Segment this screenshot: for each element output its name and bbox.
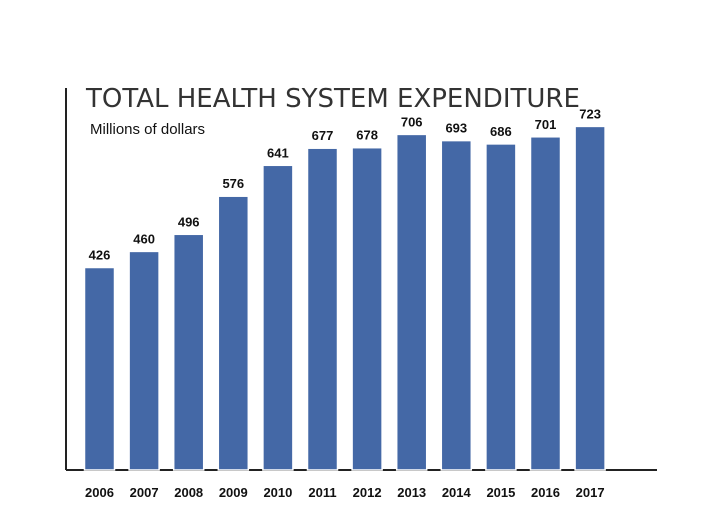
bar-2008: [172, 233, 205, 471]
x-tick-label-2016: 2016: [531, 485, 560, 500]
x-tick-label-2017: 2017: [576, 485, 605, 500]
x-tick-label-2006: 2006: [85, 485, 114, 500]
x-tick-label-2013: 2013: [397, 485, 426, 500]
value-label-2006: 426: [89, 248, 111, 263]
value-label-2014: 693: [445, 121, 467, 136]
x-tick-label-2010: 2010: [263, 485, 292, 500]
value-label-2011: 677: [312, 128, 334, 143]
bar-2007: [128, 250, 160, 471]
value-label-2016: 701: [535, 117, 557, 132]
value-label-2015: 686: [490, 124, 512, 139]
x-tick-label-2015: 2015: [486, 485, 515, 500]
value-label-2010: 641: [267, 145, 289, 160]
value-label-2012: 678: [356, 128, 378, 143]
value-label-2008: 496: [178, 214, 200, 229]
x-tick-label-2012: 2012: [353, 485, 382, 500]
value-label-2013: 706: [401, 114, 423, 129]
value-label-2009: 576: [222, 176, 244, 191]
bar-group: [83, 125, 606, 471]
bar-2014: [440, 139, 473, 471]
value-label-2007: 460: [133, 231, 155, 246]
bar-2009: [217, 195, 250, 471]
bar-2016: [529, 136, 562, 471]
bar-2013: [395, 133, 428, 471]
bar-2015: [485, 143, 517, 471]
x-tick-label-2007: 2007: [130, 485, 159, 500]
x-tick-label-group: 2006 2007 2008 2009 2010 2011 2012 2013 2014 2015…: [85, 485, 605, 500]
chart-title: TOTAL HEALTH SYSTEM EXPENDITURE: [85, 84, 580, 114]
x-tick-label-2011: 2011: [308, 485, 336, 500]
value-label-group: 426 460 496 576 641 677 678 706 693 686 701 723: [89, 106, 601, 262]
bar-2006: [83, 266, 116, 471]
x-tick-label-2008: 2008: [174, 485, 203, 500]
x-tick-label-2014: 2014: [442, 485, 472, 500]
bar-2017: [574, 125, 606, 471]
bar-2010: [262, 164, 294, 471]
bar-2011: [306, 147, 339, 471]
value-label-2017: 723: [579, 106, 601, 121]
x-tick-label-2009: 2009: [219, 485, 248, 500]
bar-2012: [351, 146, 383, 471]
chart-subtitle: Millions of dollars: [90, 121, 205, 138]
